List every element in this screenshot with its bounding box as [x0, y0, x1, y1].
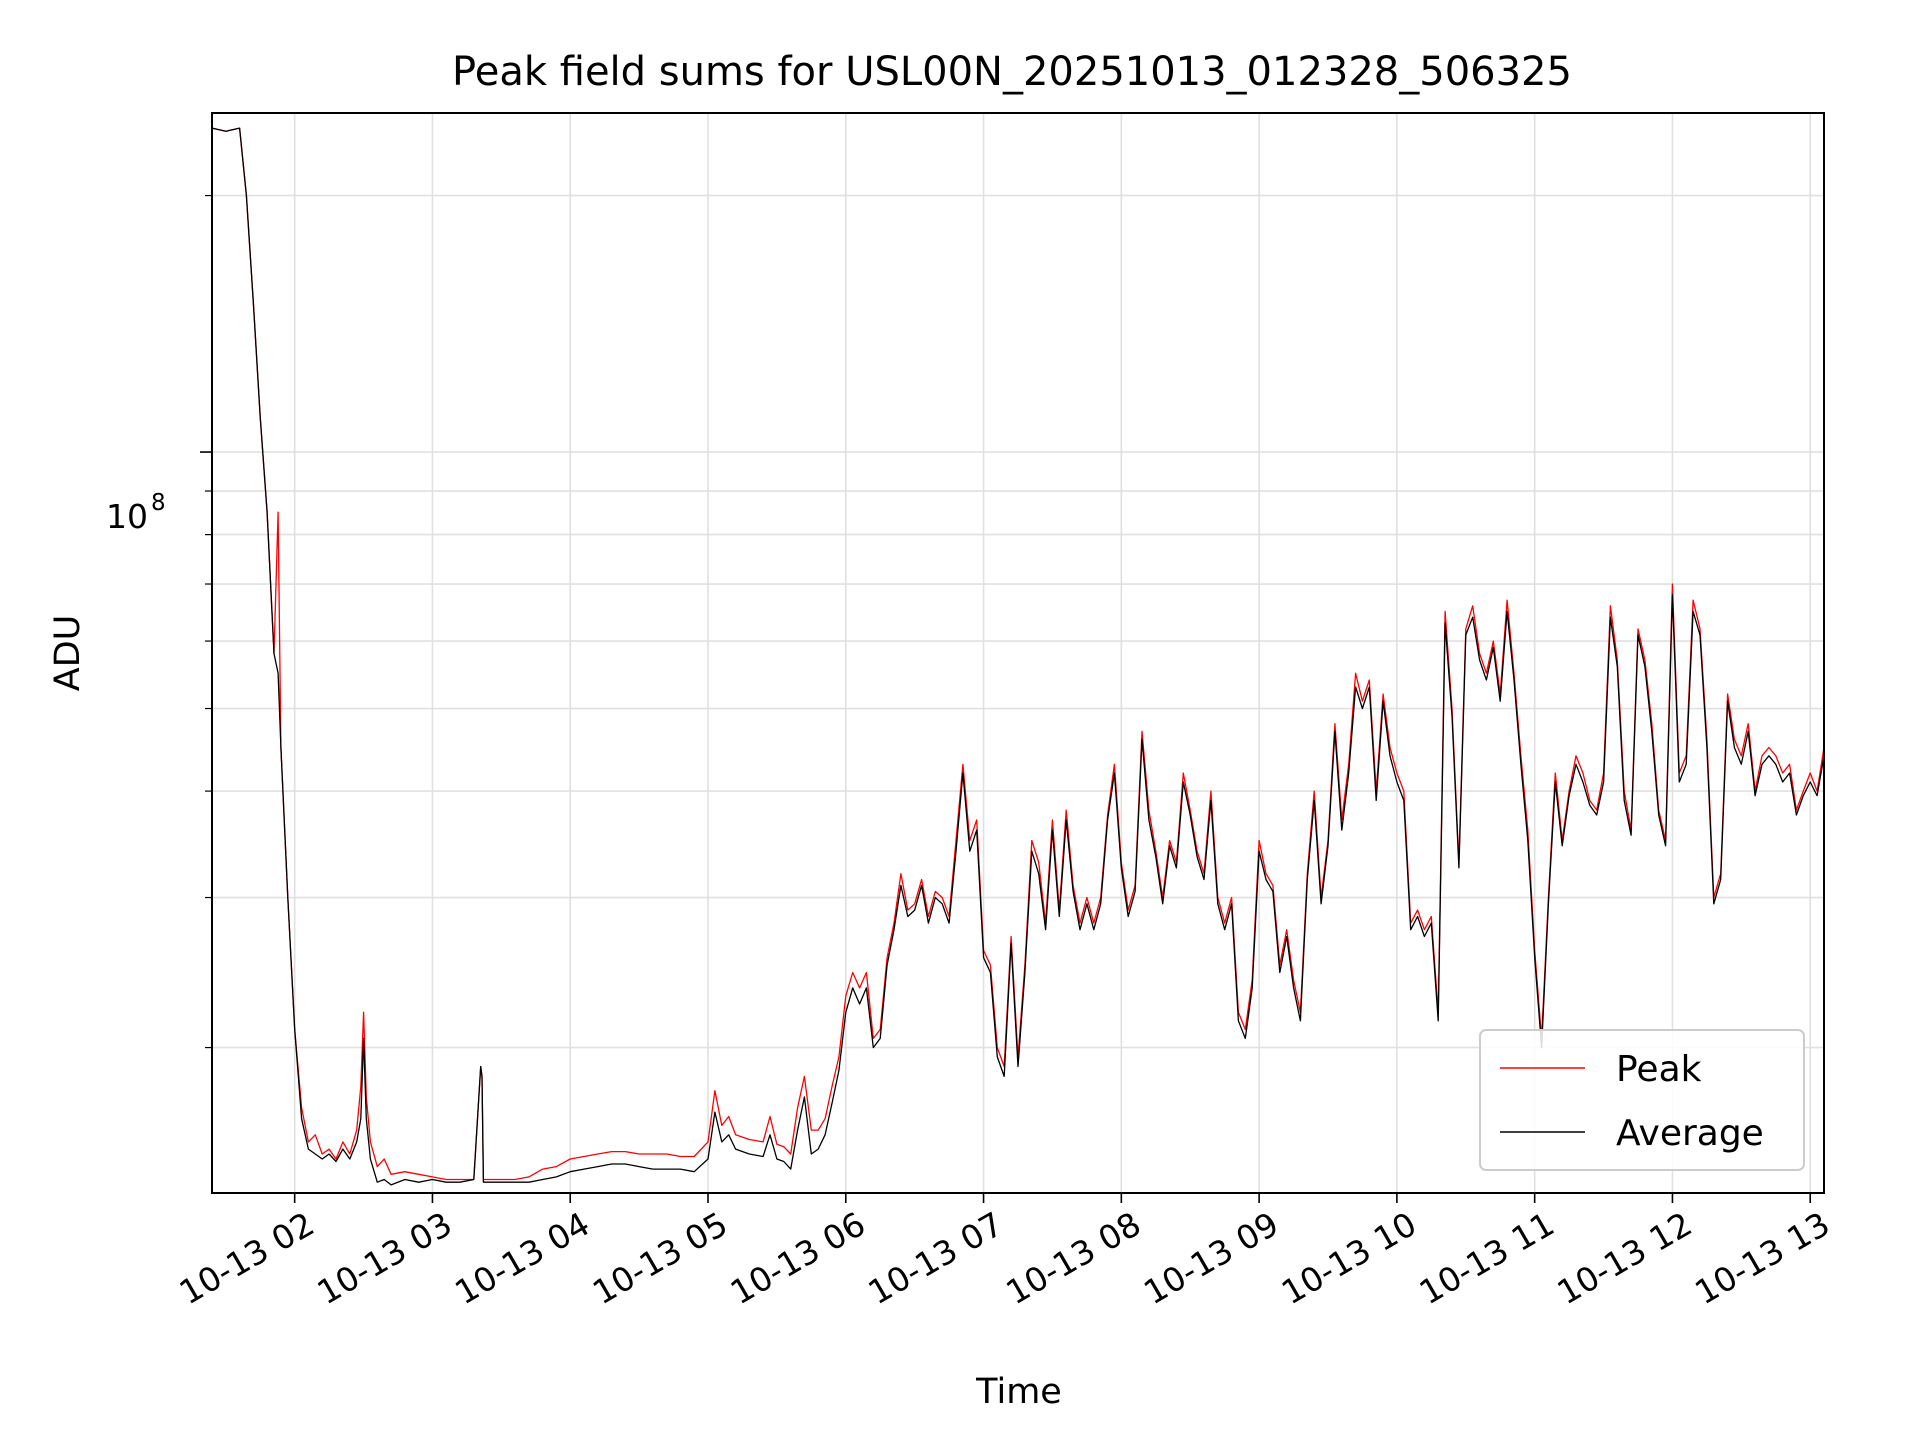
y-axis-label: ADU [48, 615, 88, 692]
series-line-average [211, 127, 1825, 1186]
legend-label-average: Average [1616, 1113, 1764, 1154]
plot-lines [211, 127, 1825, 1186]
legend-box [1479, 1029, 1805, 1171]
y-tick-base: 10 [106, 497, 148, 536]
grid [212, 113, 1824, 1193]
legend-label-peak: Peak [1616, 1049, 1702, 1090]
chart-title: Peak field sums for USL00N_20251013_0123… [452, 49, 1572, 95]
y-tick-exponent: 8 [151, 490, 166, 516]
x-axis-label: Time [975, 1372, 1062, 1412]
y-major-tick-label: 10 8 [106, 490, 166, 536]
legend: Peak Average [1479, 1029, 1805, 1171]
plot-frame [211, 112, 1825, 1194]
